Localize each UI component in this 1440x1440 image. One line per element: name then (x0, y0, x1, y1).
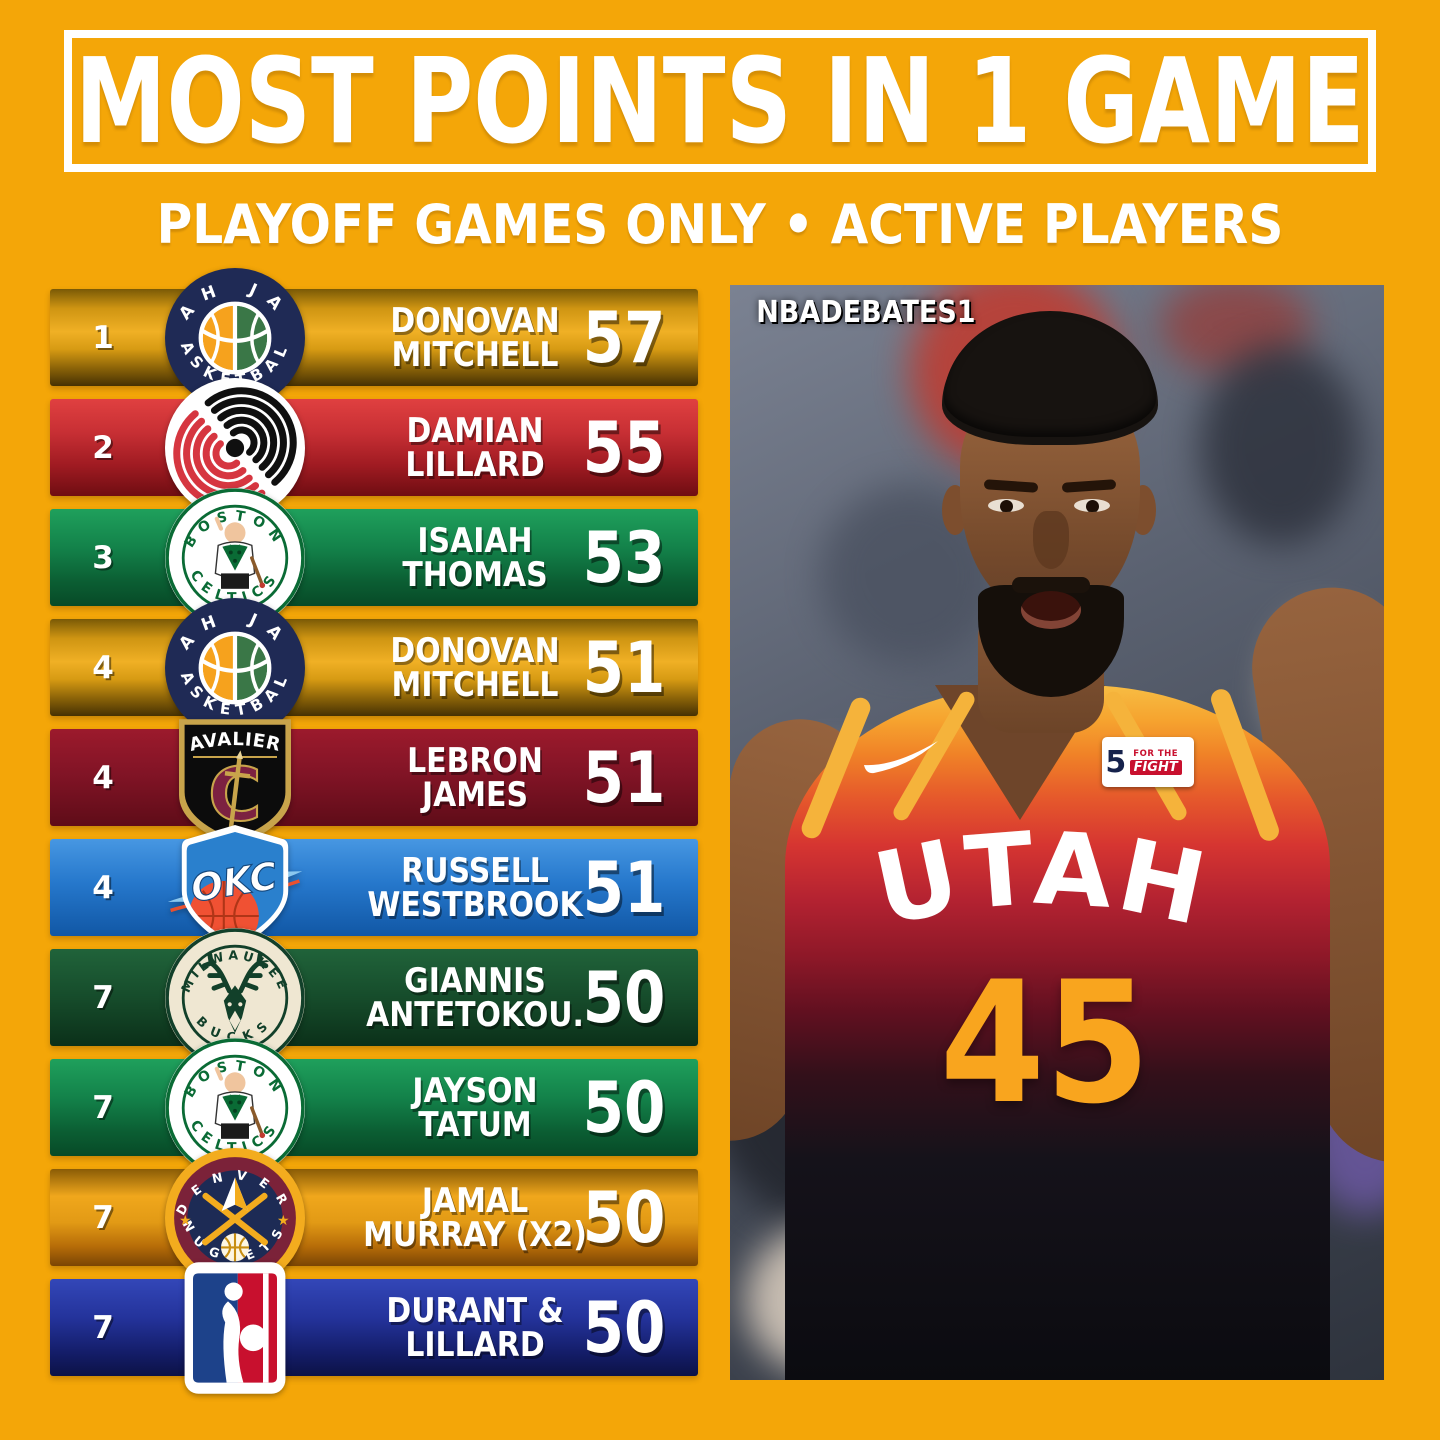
player-name: JAMAL MURRAY (X2) (347, 1169, 602, 1266)
player-name-line2: JAMES (421, 774, 529, 815)
points-value: 51 (582, 626, 666, 709)
player-name-line2: MITCHELL (391, 664, 559, 705)
rank-label: 4 (92, 869, 114, 906)
player-name-line2: ANTETOKOU. (366, 994, 584, 1035)
rank-label: 7 (92, 1199, 114, 1236)
table-row: 7 JAMAL MURRAY (X2) 50 (50, 1147, 698, 1288)
player-name: DAMIAN LILLARD (347, 399, 602, 496)
player-name: DONOVAN MITCHELL (347, 619, 602, 716)
player-name-line2: LILLARD (405, 444, 545, 485)
points-value: 57 (582, 296, 666, 379)
rank-label: 7 (92, 979, 114, 1016)
player-name-line2: MURRAY (X2) (363, 1214, 587, 1255)
rank-label: 7 (92, 1089, 114, 1126)
player-name-line1: DONOVAN (390, 630, 560, 671)
patch-line1: FOR THE (1133, 749, 1179, 759)
nike-swoosh-icon (864, 741, 938, 774)
rank-label: 3 (92, 539, 114, 576)
page-title: MOST POINTS IN 1 GAME (75, 32, 1365, 170)
table-row: 4 DONOVAN MITCHELL 51 (50, 619, 698, 716)
table-row: 2 DAMIAN LILLARD 55 (50, 399, 698, 496)
player-nose (1033, 511, 1069, 569)
watermark: NBADEBATES1 (744, 295, 988, 330)
player-eye-right (1074, 499, 1110, 512)
player-name: DURANT & LILLARD (347, 1279, 602, 1376)
table-row: 1 DONOVAN MITCHELL 57 (50, 289, 698, 386)
player-eye-left (988, 499, 1024, 512)
player-name-line1: DONOVAN (390, 300, 560, 341)
player-name-line1: LEBRON (407, 740, 543, 781)
player-name-line1: DAMIAN (406, 410, 544, 451)
crowd-blob-dark (1200, 345, 1360, 545)
patch-line2: FIGHT (1129, 760, 1182, 775)
player-name-line2: MITCHELL (391, 334, 559, 375)
table-row: 7 DURANT & LILLARD 50 (50, 1261, 698, 1394)
player-name: LEBRON JAMES (347, 729, 602, 826)
title-banner: MOST POINTS IN 1 GAME (64, 30, 1376, 172)
rank-label: 2 (92, 429, 114, 466)
player-mustache (1012, 577, 1090, 593)
rank-label: 1 (92, 319, 114, 356)
player-name-line1: JAMAL (421, 1180, 529, 1221)
subtitle-text: PLAYOFF GAMES ONLY • ACTIVE PLAYERS (156, 192, 1284, 256)
rank-label: 4 (92, 649, 114, 686)
points-value: 50 (582, 1066, 666, 1149)
subtitle: PLAYOFF GAMES ONLY • ACTIVE PLAYERS (0, 192, 1440, 256)
player-mouth (1021, 591, 1081, 629)
jersey-team-text: UTAH (865, 825, 1219, 949)
points-value: 53 (582, 516, 666, 599)
player-name-line2: THOMAS (402, 554, 548, 595)
player-name: JAYSON TATUM (347, 1059, 602, 1156)
rank-label: 4 (92, 759, 114, 796)
nba-logo-icon (184, 1261, 286, 1394)
player-name: GIANNIS ANTETOKOU. (347, 949, 602, 1046)
player-name: ISAIAH THOMAS (347, 509, 602, 606)
points-value: 51 (582, 846, 666, 929)
patch-number: 5 (1105, 744, 1127, 780)
jersey-team-label: UTAH (865, 825, 1215, 949)
player-name-line1: GIANNIS (404, 960, 546, 1001)
table-row: 7 JAYSON TATUM 50 (50, 1059, 698, 1156)
player-name-line2: LILLARD (405, 1324, 545, 1365)
player-name-line2: TATUM (418, 1104, 532, 1145)
player-name-line1: RUSSELL (401, 850, 549, 891)
player-name-line1: JAYSON (412, 1070, 538, 1111)
table-row: 3 ISAIAH THOMAS 53 (50, 509, 698, 606)
player-name: DONOVAN MITCHELL (347, 289, 602, 386)
table-row: 4 LEBRON JAMES 51 (50, 707, 698, 848)
table-row: 4 RUSSELL WESTBROOK 51 (50, 839, 698, 936)
five-for-the-fight-patch: 5 FOR THE FIGHT (1102, 737, 1194, 787)
leaderboard-list: 1 DONOVAN MITCHELL 57 2 DAMIAN LILLARD 5… (50, 289, 698, 1394)
points-value: 51 (582, 736, 666, 819)
player-figure: 5 FOR THE FIGHT UTAH 45 (730, 285, 1384, 1380)
points-value: 50 (582, 956, 666, 1039)
player-photo: 5 FOR THE FIGHT UTAH 45 NBADEBATES1 (730, 285, 1384, 1380)
points-value: 50 (582, 1176, 666, 1259)
player-name-line1: DURANT & (386, 1290, 564, 1331)
player-name-line2: WESTBROOK (367, 884, 583, 925)
player-name-line1: ISAIAH (417, 520, 533, 561)
points-value: 55 (582, 406, 666, 489)
rank-label: 7 (92, 1309, 114, 1346)
jersey-number: 45 (939, 945, 1151, 1141)
svg-text:UTAH: UTAH (865, 825, 1219, 949)
points-value: 50 (582, 1286, 666, 1369)
player-name: RUSSELL WESTBROOK (347, 839, 602, 936)
table-row: 7 GIANNIS ANTETOKOU. 50 (50, 949, 698, 1046)
watermark-text: NBADEBATES1 (756, 295, 976, 330)
